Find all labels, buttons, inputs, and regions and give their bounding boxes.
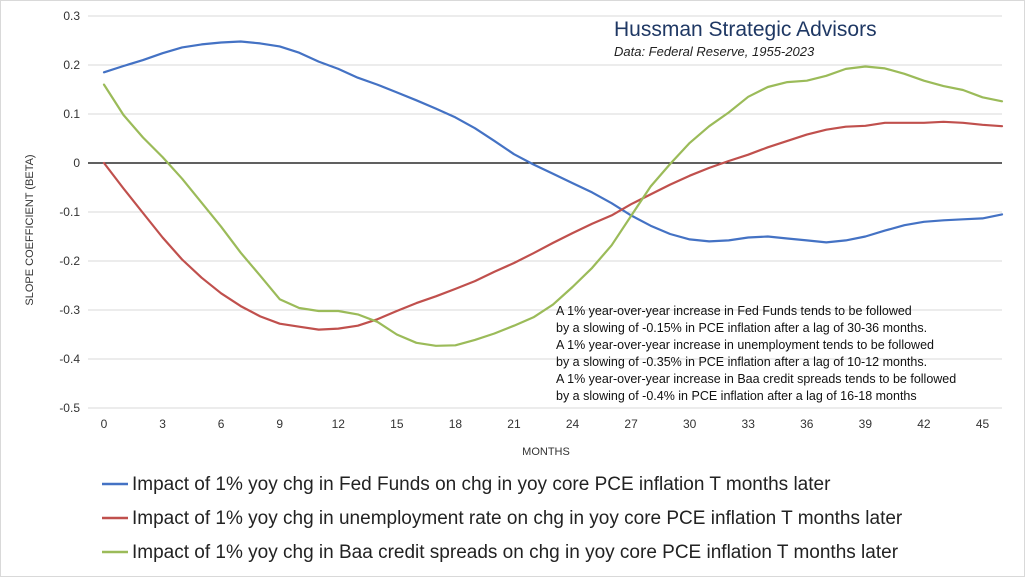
x-tick-label: 24	[566, 417, 580, 431]
x-tick-label: 3	[159, 417, 166, 431]
x-tick-label: 6	[218, 417, 225, 431]
y-tick-label: -0.5	[59, 401, 80, 415]
series-line-2	[102, 120, 1004, 331]
annotation-line: A 1% year-over-year increase in Baa cred…	[556, 372, 956, 386]
y-tick-label: 0.2	[63, 58, 80, 72]
x-tick-label: 30	[683, 417, 697, 431]
series-line-1	[102, 40, 1004, 244]
y-tick-label: -0.4	[59, 352, 80, 366]
y-tick-label: -0.1	[59, 205, 80, 219]
gridlines	[88, 15, 1002, 409]
y-tick-label: 0.1	[63, 107, 80, 121]
legend-label-1: Impact of 1% yoy chg in Fed Funds on chg…	[132, 474, 831, 495]
x-tick-label: 15	[390, 417, 404, 431]
annotation-line: by a slowing of -0.15% in PCE inflation …	[556, 321, 927, 335]
annotation-block: A 1% year-over-year increase in Fed Fund…	[556, 304, 956, 403]
x-tick-label: 9	[276, 417, 283, 431]
data-source: Data: Federal Reserve, 1955-2023	[614, 44, 815, 59]
x-tick-label: 12	[332, 417, 346, 431]
annotation-line: by a slowing of -0.35% in PCE inflation …	[556, 355, 927, 369]
y-axis-ticks: 0.3 0.2 0.1 0 -0.1 -0.2 -0.3 -0.4 -0.5	[59, 9, 80, 415]
x-tick-label: 45	[976, 417, 990, 431]
x-tick-label: 0	[101, 417, 108, 431]
x-tick-label: 36	[800, 417, 814, 431]
series-line-3	[102, 65, 1004, 347]
y-tick-label: -0.3	[59, 303, 80, 317]
brand-title: Hussman Strategic Advisors	[614, 18, 877, 41]
legend: Impact of 1% yoy chg in Fed Funds on chg…	[102, 474, 903, 563]
annotation-line: A 1% year-over-year increase in unemploy…	[556, 338, 934, 352]
legend-label-2: Impact of 1% yoy chg in unemployment rat…	[132, 508, 903, 529]
x-tick-label: 42	[917, 417, 931, 431]
x-tick-label: 33	[742, 417, 756, 431]
y-tick-label: 0	[73, 156, 80, 170]
x-tick-label: 39	[859, 417, 873, 431]
x-tick-label: 21	[507, 417, 521, 431]
y-axis-label: SLOPE COEFFICIENT (BETA)	[24, 154, 36, 305]
x-tick-label: 18	[449, 417, 463, 431]
legend-label-3: Impact of 1% yoy chg in Baa credit sprea…	[132, 542, 899, 563]
x-tick-label: 27	[624, 417, 638, 431]
x-axis-ticks: 0 3 6 9 12 15 18 21 24 27 30 33 36 39 42 45	[101, 417, 990, 431]
annotation-line: A 1% year-over-year increase in Fed Fund…	[556, 304, 912, 318]
annotation-line: by a slowing of -0.4% in PCE inflation a…	[556, 389, 917, 403]
y-tick-label: 0.3	[63, 9, 80, 23]
series-lines	[102, 40, 1004, 347]
x-axis-label: MONTHS	[522, 446, 570, 458]
y-tick-label: -0.2	[59, 254, 80, 268]
